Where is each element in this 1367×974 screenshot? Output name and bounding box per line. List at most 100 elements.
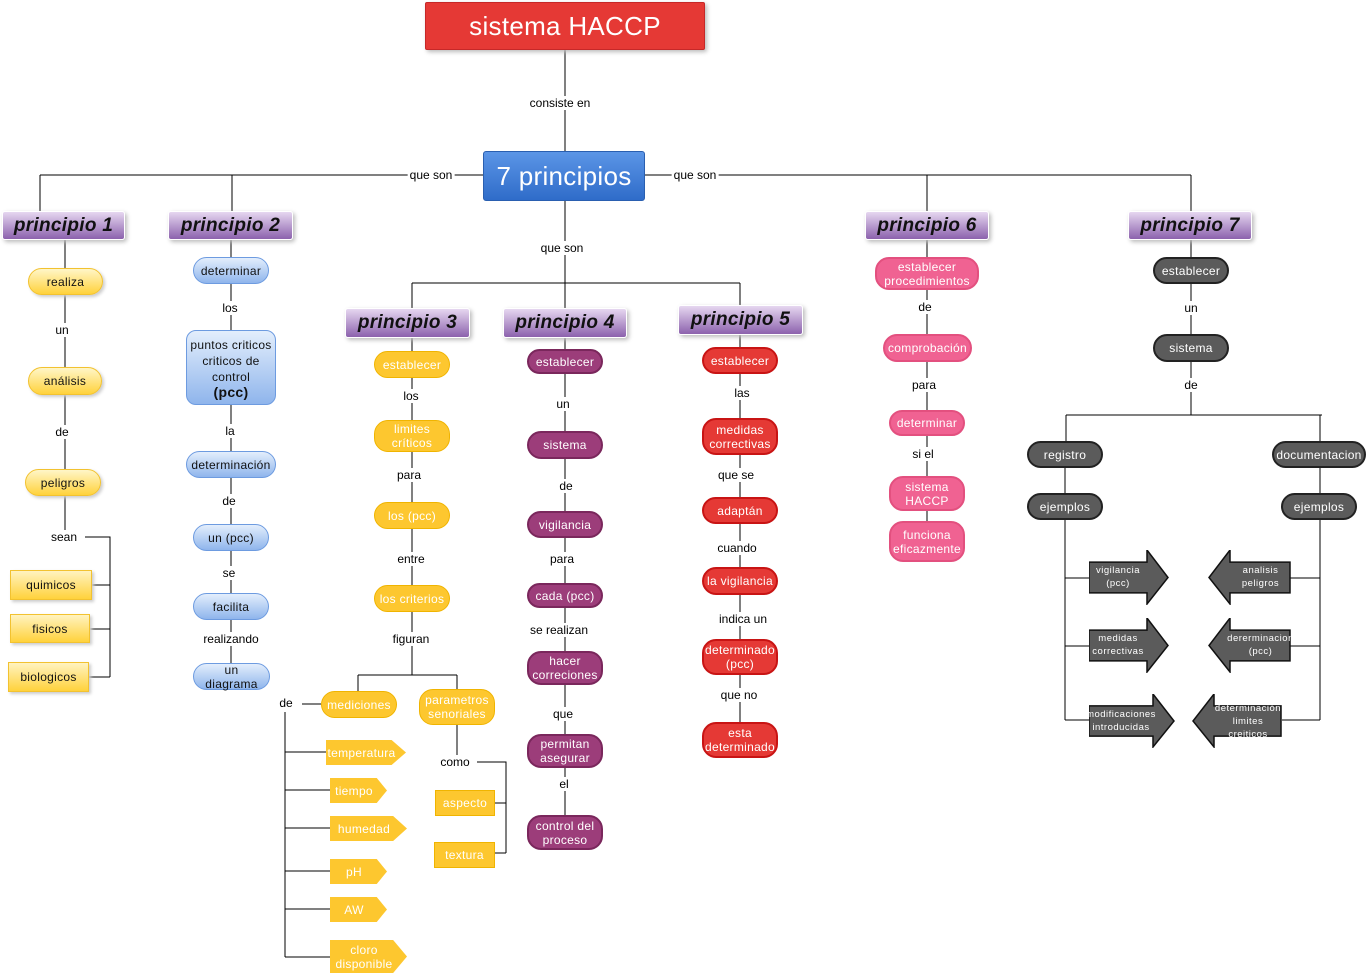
node: realiza xyxy=(28,268,103,295)
link-label: el xyxy=(557,777,571,791)
node: hacer correciones xyxy=(527,651,603,685)
measurement-tag: humedad xyxy=(330,816,407,841)
node: determinación xyxy=(186,451,276,478)
link-label: un xyxy=(1182,301,1200,315)
node: determinado (pcc) xyxy=(702,639,778,675)
sensory-note: textura xyxy=(434,842,495,868)
link-label: la xyxy=(223,424,237,438)
arrow-left-icon xyxy=(1192,694,1282,748)
measurement-tag: AW xyxy=(330,897,387,922)
node: sistema xyxy=(1153,334,1229,362)
link-label: figuran xyxy=(390,632,432,646)
arrow-right-icon xyxy=(1089,618,1169,673)
link-label: para xyxy=(394,468,424,482)
example-arrow-label: medidas correctivas xyxy=(1092,633,1144,658)
pcc-bold-text: (pcc) xyxy=(213,383,249,400)
link-label: que son xyxy=(671,168,719,182)
link-label: de xyxy=(1182,378,1200,392)
node-puntos-criticos: puntos criticos criticos de control (pcc) xyxy=(186,330,276,405)
node: establecer procedimientos xyxy=(875,257,979,290)
node: funciona eficazmente xyxy=(889,521,965,562)
title-node: sistema HACCP xyxy=(425,2,705,50)
node: establecer xyxy=(527,349,603,374)
principle-4-header: principio 4 xyxy=(503,308,627,338)
link-label: se realizan xyxy=(527,623,591,637)
link-label: indica un xyxy=(716,612,770,626)
node: determinar xyxy=(193,257,269,284)
link-label: como xyxy=(438,755,472,769)
example-arrow-label: dererminacion (pcc) xyxy=(1227,633,1294,658)
link-label: de xyxy=(916,300,934,314)
node: los criterios xyxy=(374,585,450,612)
link-label: sean xyxy=(48,530,80,544)
principle-6-header: principio 6 xyxy=(865,211,989,240)
node: documentacion xyxy=(1272,441,1366,468)
node: registro xyxy=(1027,441,1103,468)
measurement-tag: cloro disponible xyxy=(330,940,407,973)
node: limites críticos xyxy=(374,420,450,452)
node: un (pcc) xyxy=(193,524,269,551)
measurement-tag: pH xyxy=(330,859,387,884)
example-arrow-label: analisis peligros xyxy=(1241,565,1280,590)
link-label: las xyxy=(732,386,752,400)
principle-2-header: principio 2 xyxy=(168,211,293,240)
link-label: cuando xyxy=(715,541,759,555)
example-arrow-label: modificaciones introducidas xyxy=(1086,708,1156,733)
node: medidas correctivas xyxy=(702,418,778,455)
node: comprobación xyxy=(883,334,972,362)
link-label: un xyxy=(53,323,71,337)
link-label: que se xyxy=(715,468,757,482)
node: control del proceso xyxy=(527,815,603,850)
node: la vigilancia xyxy=(702,567,778,595)
link-label: que son xyxy=(538,241,586,255)
link-label: para xyxy=(547,552,577,566)
node: establecer xyxy=(702,347,778,374)
principle-1-header: principio 1 xyxy=(2,211,125,240)
node: establecer xyxy=(1153,257,1229,284)
node: vigilancia xyxy=(527,511,603,538)
link-label: de xyxy=(220,494,238,508)
link-label: que no xyxy=(718,688,760,702)
node: los (pcc) xyxy=(374,502,450,529)
node: adaptán xyxy=(702,497,778,524)
link-label: para xyxy=(909,378,939,392)
node: análisis xyxy=(28,367,102,395)
hazard-type-note: fisicos xyxy=(10,614,90,643)
root-node-7-principios: 7 principios xyxy=(483,151,645,201)
node: cada (pcc) xyxy=(527,583,603,608)
link-label: de xyxy=(277,696,295,710)
hazard-type-note: biologicos xyxy=(8,662,89,692)
link-label: los xyxy=(401,389,421,403)
node: mediciones xyxy=(321,691,397,718)
link-label: un xyxy=(554,397,572,411)
node: ejemplos xyxy=(1027,493,1103,520)
example-arrow-label: determinación limites creiticos xyxy=(1214,702,1282,740)
arrow-left-icon xyxy=(1208,618,1291,673)
link-label: de xyxy=(557,479,575,493)
node: esta determinado xyxy=(702,722,778,758)
node: un diagrama xyxy=(193,663,270,691)
node-text: puntos criticos criticos de control xyxy=(190,337,272,384)
link-label: consiste en xyxy=(527,96,593,110)
node: establecer xyxy=(374,351,450,378)
link-label: entre xyxy=(395,552,427,566)
link-label: que xyxy=(550,707,576,721)
node: facilita xyxy=(193,593,269,620)
arrow-right-icon xyxy=(1089,694,1175,748)
link-label: realizando xyxy=(201,632,261,646)
node: peligros xyxy=(25,469,101,496)
node: sistema HACCP xyxy=(889,476,965,511)
principle-7-header: principio 7 xyxy=(1128,211,1252,240)
node: sistema xyxy=(527,431,603,459)
arrow-left-icon xyxy=(1208,550,1291,605)
link-label: de xyxy=(53,425,71,439)
principle-5-header: principio 5 xyxy=(678,305,803,335)
example-arrow-label: vigilancia (pcc) xyxy=(1095,565,1141,590)
link-label: los xyxy=(220,301,240,315)
node: permitan asegurar xyxy=(527,734,603,768)
arrow-right-icon xyxy=(1089,550,1169,605)
sensory-note: aspecto xyxy=(435,790,495,816)
hazard-type-note: quimicos xyxy=(10,570,92,600)
link-label: si el xyxy=(910,447,936,461)
